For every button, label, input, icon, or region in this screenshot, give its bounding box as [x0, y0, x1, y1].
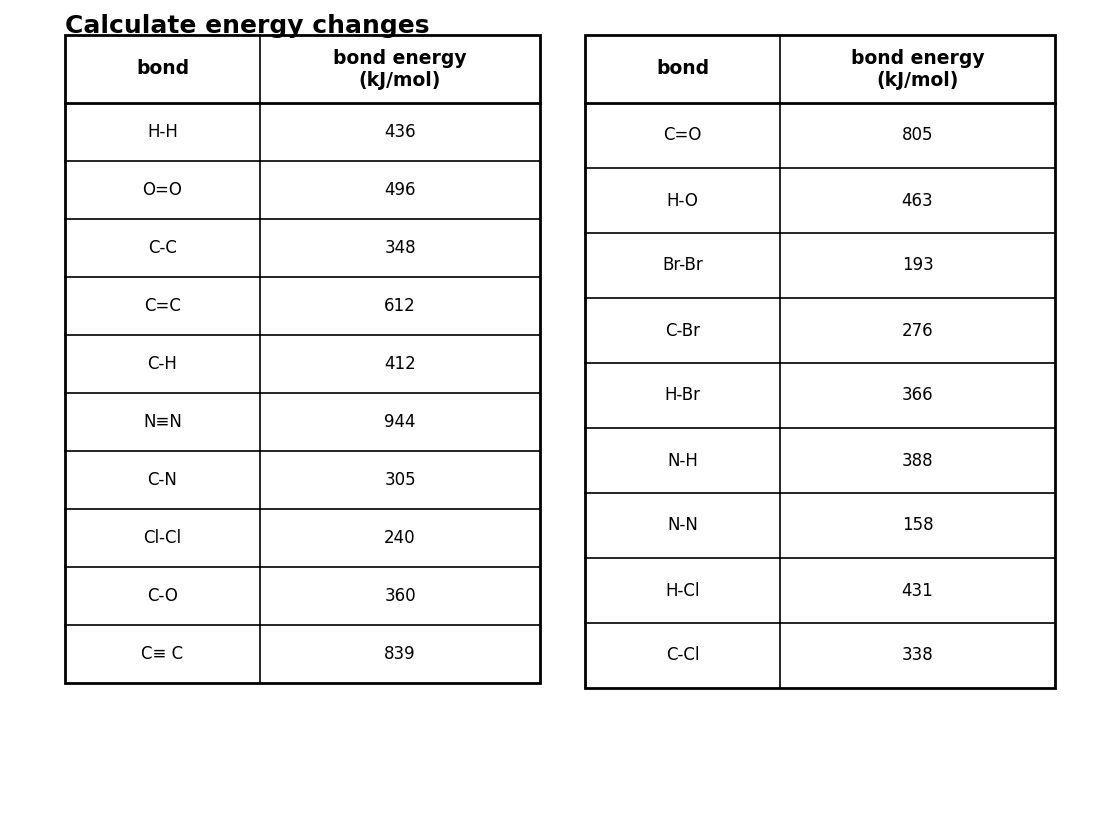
Text: 805: 805 — [902, 126, 934, 144]
Text: 240: 240 — [384, 529, 416, 547]
Text: C=O: C=O — [664, 126, 702, 144]
Text: N-N: N-N — [667, 516, 698, 535]
Text: C=C: C=C — [144, 297, 181, 315]
Text: bond: bond — [656, 59, 709, 78]
Text: 348: 348 — [384, 239, 416, 257]
Text: 612: 612 — [384, 297, 416, 315]
Text: 338: 338 — [902, 647, 934, 664]
Text: bond: bond — [136, 59, 189, 78]
Text: 366: 366 — [902, 386, 934, 404]
Text: H-O: H-O — [667, 191, 699, 210]
Text: 436: 436 — [384, 123, 416, 141]
Text: 158: 158 — [902, 516, 934, 535]
Text: N≡N: N≡N — [143, 413, 182, 431]
Text: C-O: C-O — [147, 587, 178, 605]
Text: C-H: C-H — [148, 355, 178, 373]
Text: 276: 276 — [902, 322, 934, 340]
Text: H-Cl: H-Cl — [665, 582, 700, 600]
Text: C-N: C-N — [148, 471, 178, 489]
Text: 496: 496 — [384, 181, 416, 199]
Text: 305: 305 — [384, 471, 416, 489]
Text: 431: 431 — [902, 582, 934, 600]
Bar — [585, 35, 1055, 688]
Text: 839: 839 — [384, 645, 416, 663]
Text: O=O: O=O — [143, 181, 182, 199]
Text: bond energy
(kJ/mol): bond energy (kJ/mol) — [850, 49, 984, 89]
Text: N-H: N-H — [667, 451, 698, 469]
Text: 944: 944 — [384, 413, 416, 431]
Text: 412: 412 — [384, 355, 416, 373]
Text: H-H: H-H — [147, 123, 178, 141]
Text: 360: 360 — [384, 587, 416, 605]
Text: Br-Br: Br-Br — [663, 257, 703, 275]
Bar — [65, 35, 540, 683]
Text: 388: 388 — [902, 451, 934, 469]
Text: 193: 193 — [902, 257, 934, 275]
Text: Calculate energy changes: Calculate energy changes — [65, 14, 430, 38]
Text: C-C: C-C — [148, 239, 177, 257]
Text: bond energy
(kJ/mol): bond energy (kJ/mol) — [333, 49, 467, 89]
Text: C-Cl: C-Cl — [666, 647, 699, 664]
Text: C≡ C: C≡ C — [142, 645, 183, 663]
Text: C-Br: C-Br — [665, 322, 700, 340]
Text: Cl-Cl: Cl-Cl — [144, 529, 182, 547]
Text: H-Br: H-Br — [665, 386, 701, 404]
Text: 463: 463 — [902, 191, 934, 210]
